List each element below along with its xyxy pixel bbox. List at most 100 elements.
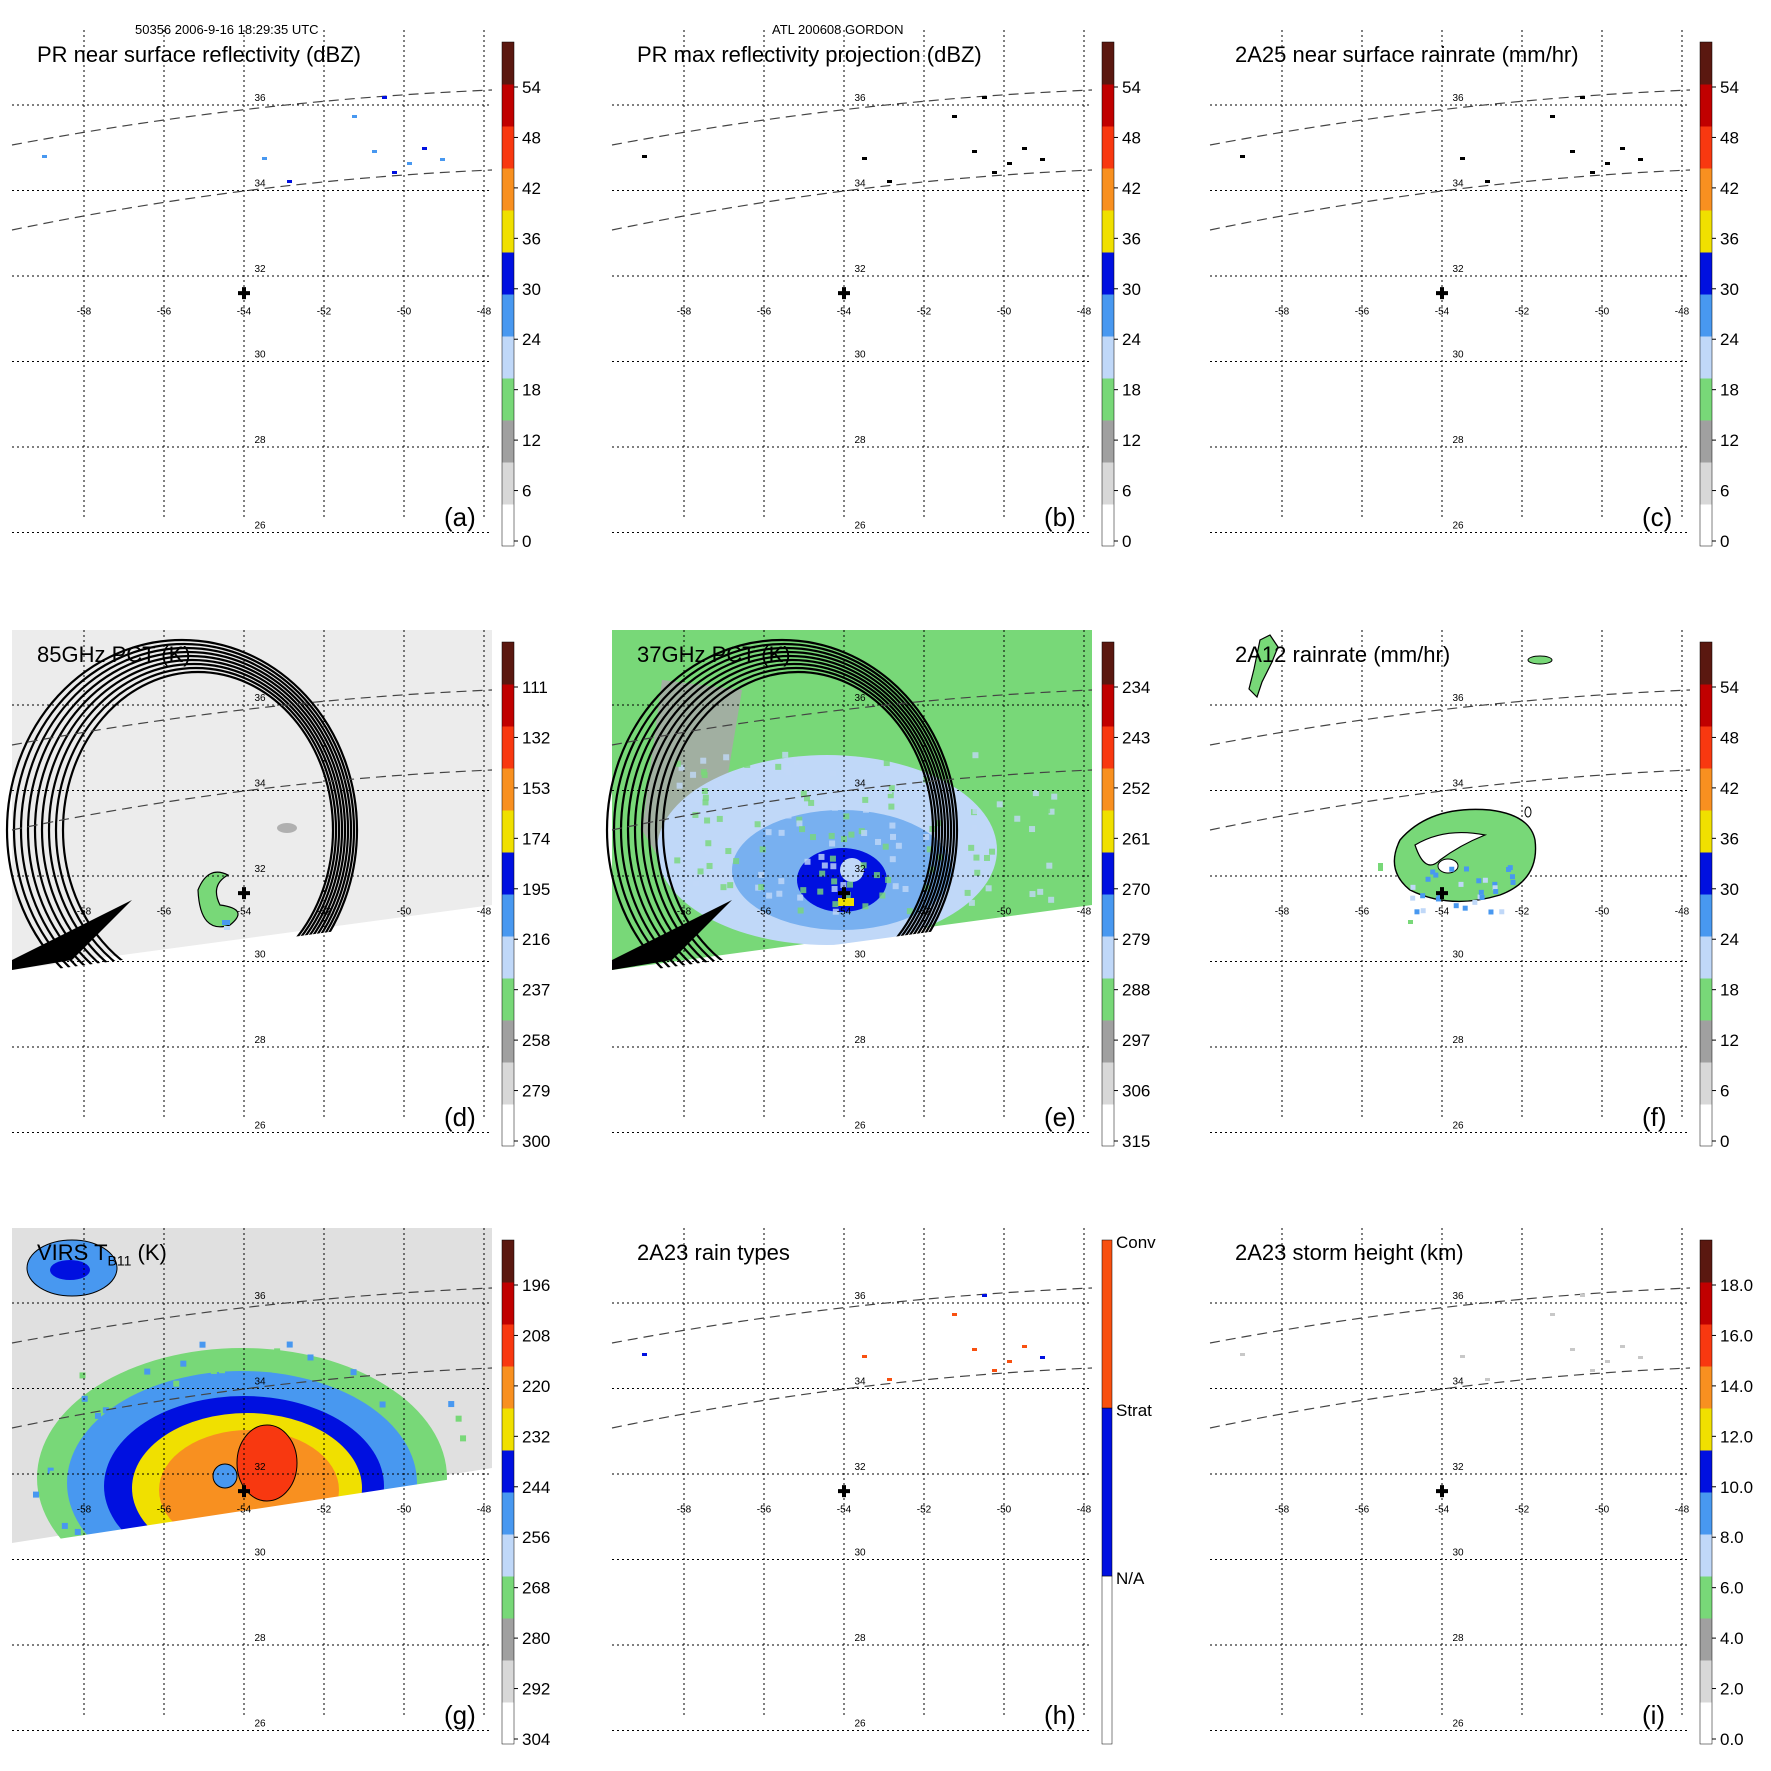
- colorbar-segment: [1700, 84, 1712, 127]
- colorbar-tick-label: 279: [522, 1082, 550, 1101]
- rain-pixel: [1507, 865, 1513, 871]
- tb-pixel: [304, 1366, 311, 1373]
- colorbar-tick-label: 54: [1720, 678, 1739, 697]
- tb-pixel: [1042, 773, 1049, 780]
- rain-pixel: [1463, 866, 1469, 872]
- lat-tick-label: 30: [254, 950, 266, 961]
- colorbar-tick-label: 300: [522, 1132, 550, 1151]
- tb-pixel: [885, 876, 892, 883]
- echo-pixel: [1605, 162, 1610, 165]
- lat-tick-label: 26: [854, 521, 866, 532]
- colorbar-tick-label: 6: [1720, 1082, 1729, 1101]
- lat-tick-label: 28: [1452, 1035, 1464, 1046]
- tb-pixel: [793, 759, 800, 766]
- tb-pixel: [819, 870, 826, 877]
- colorbar-segment: [1102, 504, 1114, 547]
- lat-tick-label: 26: [254, 1719, 266, 1730]
- rain-cluster-nw: [1248, 634, 1279, 699]
- lat-tick-label: 36: [1452, 1291, 1464, 1302]
- rain-pixel: [1410, 895, 1416, 901]
- lon-tick-label: -58: [77, 906, 92, 917]
- lat-tick-label: 34: [1452, 779, 1464, 790]
- pr-swath-edge-north: [1209, 689, 1691, 746]
- tb-pixel: [765, 829, 772, 836]
- echo-pixel: [407, 162, 412, 165]
- tb-pixel: [274, 1348, 281, 1355]
- tb-pixel: [702, 813, 709, 820]
- tb-pixel: [847, 881, 854, 888]
- colorbar-segment: [502, 1062, 514, 1105]
- tb-pixel: [861, 830, 868, 837]
- panel-title: 2A25 near surface rainrate (mm/hr): [1235, 42, 1579, 68]
- echo-pixel: [1590, 171, 1595, 174]
- pr-swath-edge-north: [611, 89, 1093, 146]
- colorbar-tick-label: 48: [1720, 128, 1739, 147]
- pr-swath-edge-south: [11, 169, 493, 231]
- tb-pixel: [702, 799, 709, 806]
- echo-pixel: [1605, 1360, 1610, 1363]
- colorbar-segment: [1700, 1660, 1712, 1703]
- panel-label: (i): [1642, 1700, 1666, 1730]
- rain-pixel: [1378, 863, 1383, 871]
- tb-pixel: [1034, 843, 1041, 850]
- storm-center-marker: [838, 1485, 850, 1498]
- colorbar-segment: [1102, 378, 1114, 421]
- tb-pixel: [862, 796, 869, 803]
- colorbar-segment: [502, 420, 514, 463]
- echo-pixel: [287, 180, 292, 183]
- rain-pixel: [1420, 893, 1426, 899]
- panel-e: 36 34 32 30 28 26 -58 -56 -54 -52 -50 -48 234 243 252 2…: [605, 630, 1172, 1170]
- tb-pixel: [102, 1407, 109, 1414]
- lon-tick-label: -56: [757, 306, 772, 317]
- lat-tick-label: 32: [254, 264, 266, 275]
- storm-center-marker: [1436, 287, 1448, 300]
- panel-label: (c): [1642, 502, 1673, 532]
- lon-tick-label: -52: [917, 906, 932, 917]
- panel-i: 36 34 32 30 28 26 -58 -56 -54 -52 -50 -48 18.0 16.0 14…: [1209, 1228, 1770, 1768]
- echo-pixel: [1580, 96, 1585, 99]
- mask-below: [612, 910, 1092, 1170]
- lon-tick-label: -58: [677, 1504, 692, 1515]
- tb-pixel: [889, 822, 896, 829]
- colorbar-segment: [1700, 1062, 1712, 1105]
- colorbar-h: Conv Strat N/A: [1101, 1233, 1156, 1745]
- tb-pixel: [1032, 790, 1039, 797]
- tb-pixel: [799, 826, 806, 833]
- colorbar-tick-label: 297: [1122, 1031, 1150, 1050]
- colorbar-segment: [1700, 978, 1712, 1021]
- tb-pixel: [848, 831, 855, 838]
- colorbar-tick-label: 42: [1720, 779, 1739, 798]
- colorbar-tick-label: 220: [522, 1377, 550, 1396]
- colorbar-e: 234 243 252 261 270 279 288 297 306 315: [1101, 641, 1150, 1151]
- tb-pixel: [414, 1442, 421, 1449]
- rain-pixel: [1453, 903, 1459, 909]
- colorbar-segment: [502, 1408, 514, 1451]
- tb-pixel: [996, 801, 1003, 808]
- colorbar-segment: [1700, 1534, 1712, 1577]
- colorbar-segment: [1700, 1104, 1712, 1147]
- colorbar-tick-label: 0: [1720, 1132, 1729, 1151]
- tb-pixel: [727, 882, 734, 889]
- colorbar-f: 54 48 42 36 30 24 18 12 6 0: [1699, 641, 1739, 1151]
- colorbar-tick-label: 243: [1122, 728, 1150, 747]
- tb-pixel: [972, 808, 979, 815]
- colorbar-segment: [1102, 84, 1114, 127]
- lat-tick-label: 26: [1452, 521, 1464, 532]
- colorbar-tick-label: 258: [522, 1031, 550, 1050]
- colorbar-tick-label: 111: [522, 678, 548, 697]
- tb-pixel: [676, 782, 683, 789]
- lon-tick-label: -58: [677, 306, 692, 317]
- tb-pixel: [706, 862, 713, 869]
- tb-pixel: [716, 815, 723, 822]
- colorbar-segment: [502, 936, 514, 979]
- echo-pixel: [1485, 180, 1490, 183]
- rain-pixel: [1509, 874, 1515, 880]
- colorbar-tick-label: 42: [1122, 179, 1141, 198]
- echo-pixel: [1240, 155, 1245, 158]
- colorbar-segment: [1102, 168, 1114, 211]
- colorbar-segment: [502, 1104, 514, 1147]
- tb-pixel: [180, 1360, 187, 1367]
- colorbar-tick-label: 36: [1720, 829, 1739, 848]
- colorbar-segment: [1700, 1282, 1712, 1325]
- echo-pixel: [1550, 115, 1555, 118]
